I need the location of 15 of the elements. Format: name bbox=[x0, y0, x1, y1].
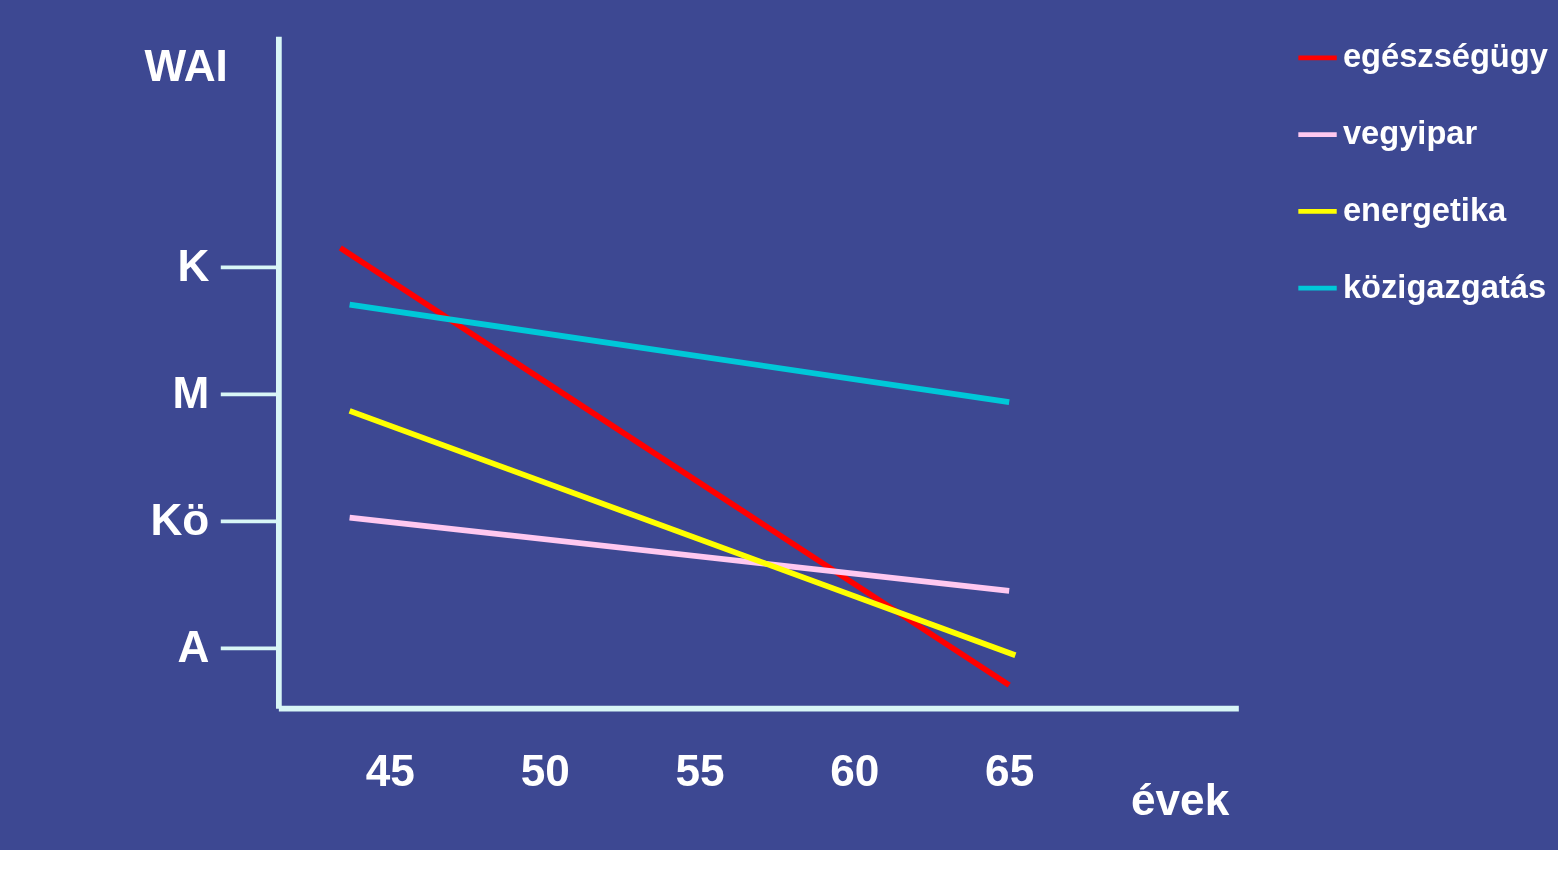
text: A bbox=[177, 621, 210, 671]
text: Kö bbox=[150, 494, 210, 544]
x-tick-label: 45 bbox=[365, 746, 415, 796]
x-tick-label: 50 bbox=[520, 746, 570, 796]
x-tick-label: 65 bbox=[985, 746, 1035, 796]
x-tick-label: 55 bbox=[675, 746, 725, 796]
legend-label: energetika bbox=[1342, 191, 1508, 229]
legend-label: vegyipar bbox=[1342, 114, 1478, 152]
text: K bbox=[177, 240, 210, 290]
x-tick-label: 60 bbox=[830, 746, 880, 796]
x-axis-title: évek bbox=[1131, 775, 1230, 825]
y-axis-title: WAI bbox=[144, 40, 228, 90]
text: M bbox=[172, 367, 210, 417]
legend-label: egészségügy bbox=[1342, 37, 1548, 75]
legend-label: közigazgatás bbox=[1342, 267, 1547, 305]
